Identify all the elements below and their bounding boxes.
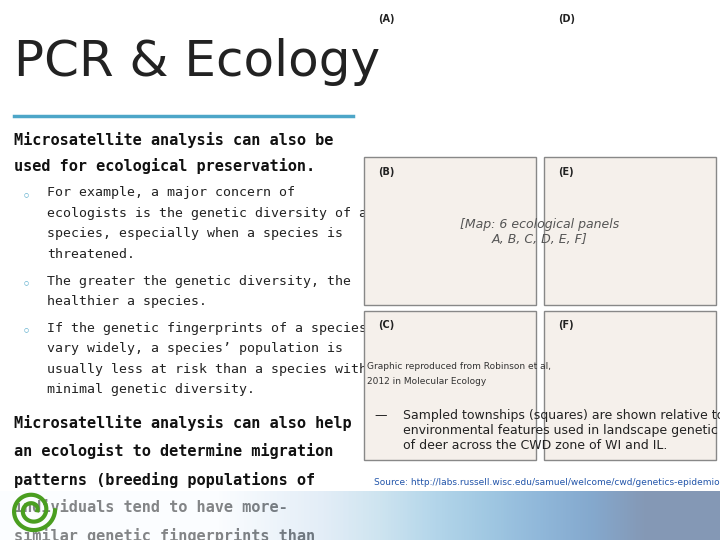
Text: For example, a major concern of: For example, a major concern of <box>47 186 294 199</box>
Text: ◦: ◦ <box>22 277 30 292</box>
Text: minimal genetic diversity.: minimal genetic diversity. <box>47 383 255 396</box>
Text: similar genetic fingerprints than: similar genetic fingerprints than <box>14 528 315 540</box>
Text: (C): (C) <box>378 320 395 330</box>
Text: threatened.: threatened. <box>47 248 135 261</box>
Text: If the genetic fingerprints of a species: If the genetic fingerprints of a species <box>47 322 366 335</box>
Text: (F): (F) <box>558 320 574 330</box>
Text: (A): (A) <box>378 14 395 24</box>
Text: individuals tend to have more-: individuals tend to have more- <box>14 500 288 515</box>
Text: Microsatellite analysis can also be: Microsatellite analysis can also be <box>14 132 334 149</box>
Text: —: — <box>374 409 387 422</box>
Text: Source: http://labs.russell.wisc.edu/samuel/welcome/cwd/genetics-epidemiology/ls: Source: http://labs.russell.wisc.edu/sam… <box>374 477 720 487</box>
Text: Sampled townships (squares) are shown relative to
environmental features used in: Sampled townships (squares) are shown re… <box>403 409 720 452</box>
Text: (D): (D) <box>558 14 575 24</box>
FancyBboxPatch shape <box>544 311 716 460</box>
Text: species, especially when a species is: species, especially when a species is <box>47 227 343 240</box>
Text: Graphic reproduced from Robinson et al,: Graphic reproduced from Robinson et al, <box>367 362 552 371</box>
FancyBboxPatch shape <box>364 311 536 460</box>
FancyBboxPatch shape <box>544 157 716 305</box>
Text: an ecologist to determine migration: an ecologist to determine migration <box>14 443 334 460</box>
Text: patterns (breeding populations of: patterns (breeding populations of <box>14 471 315 488</box>
Text: Microsatellite analysis can also help: Microsatellite analysis can also help <box>14 415 352 431</box>
Text: [Map: 6 ecological panels
A, B, C, D, E, F]: [Map: 6 ecological panels A, B, C, D, E,… <box>460 218 620 246</box>
Text: ◦: ◦ <box>22 325 30 340</box>
Text: ecologists is the genetic diversity of a: ecologists is the genetic diversity of a <box>47 207 366 220</box>
Text: 2012 in Molecular Ecology: 2012 in Molecular Ecology <box>367 377 487 386</box>
Text: used for ecological preservation.: used for ecological preservation. <box>14 158 315 174</box>
Text: ◦: ◦ <box>22 189 30 204</box>
Text: vary widely, a species’ population is: vary widely, a species’ population is <box>47 342 343 355</box>
Text: The greater the genetic diversity, the: The greater the genetic diversity, the <box>47 274 351 287</box>
FancyBboxPatch shape <box>364 157 536 305</box>
Text: usually less at risk than a species with: usually less at risk than a species with <box>47 363 366 376</box>
Text: PCR & Ecology: PCR & Ecology <box>14 38 381 86</box>
Text: healthier a species.: healthier a species. <box>47 295 207 308</box>
Text: (B): (B) <box>378 167 395 177</box>
FancyBboxPatch shape <box>364 466 536 540</box>
Text: (E): (E) <box>558 167 574 177</box>
FancyBboxPatch shape <box>544 466 716 540</box>
